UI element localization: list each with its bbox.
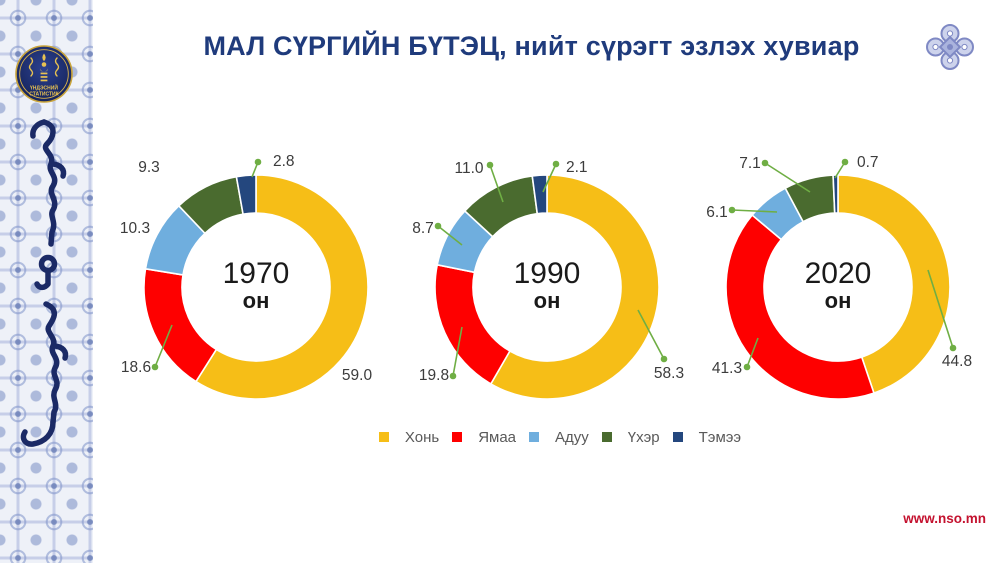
slice-value-label: 41.3 [712,360,742,377]
legend-swatch-icon [452,432,463,442]
donut-center-year: 1970 [223,257,290,290]
leader-dot-icon [743,363,751,371]
leader-dot-icon [449,372,457,380]
leader-dot-icon [434,222,442,230]
donut-slice-camel [531,174,548,215]
donut-slice-sheep [490,174,660,400]
nso-logo: ҮНДЭСНИЙ СТАТИСТИК [15,45,73,103]
legend-swatch-icon [529,432,540,442]
leader-dot-icon [486,161,494,169]
donut-chart-2020: 44.8 41.3 6.1 7.1 0.7 2020 он [688,137,988,437]
legend-label: Тэмээ [698,428,742,446]
slice-value-label: 2.8 [273,153,295,170]
donut-center-suffix: он [243,288,270,313]
logo-text-line1: ҮНДЭСНИЙ [30,84,58,92]
legend-label: Ямаа [478,428,517,446]
donut-center-year: 1990 [514,257,581,290]
donut-center-year: 2020 [805,257,872,290]
leader-dot-icon [552,160,560,168]
legend-label: Адуу [555,428,589,446]
chart-legend: Хонь Ямаа Адуу Үхэр Тэмээ [120,427,1000,447]
sidebar-ornament-pattern: ҮНДЭСНИЙ СТАТИСТИК [0,0,93,563]
slice-value-label: 59.0 [342,367,373,384]
legend-swatch-icon [601,432,612,442]
leader-line [489,164,504,203]
soyombo-emblem-icon [40,53,48,82]
legend-item-sheep: Хонь [378,428,440,446]
corner-knot-ornament-icon [926,24,974,70]
leader-line [927,269,954,349]
legend-item-goat: Ямаа [452,429,516,446]
leader-line [637,309,665,360]
leader-line [542,163,557,193]
leader-line [746,337,759,368]
slice-value-label: 19.8 [419,367,449,384]
leader-dot-icon [761,159,769,167]
leader-dot-icon [841,158,849,166]
legend-item-horse: Адуу [529,429,589,446]
leader-dot-icon [660,355,668,363]
donut-center-suffix: он [534,288,561,313]
slice-value-label: 18.6 [121,359,151,376]
leader-line [154,324,173,368]
leader-line [731,209,778,213]
leader-line [437,225,463,246]
slice-value-label: 58.3 [654,365,684,382]
donut-chart-1990: 58.3 19.8 8.7 11.0 2.1 1990 он [397,137,697,437]
leader-dot-icon [728,206,736,214]
slice-value-label: 9.3 [138,159,160,176]
donut-slice-sheep [195,174,369,400]
legend-swatch-icon [378,432,389,442]
donut-chart-1970: 59.0 18.6 10.3 9.3 2.8 1970 он [106,137,406,437]
donut-slice-sheep [837,174,951,394]
legend-item-camel: Тэмээ [672,428,742,446]
legend-label: Үхэр [627,428,660,446]
donut-slice-camel [832,174,839,214]
slice-value-label: 44.8 [942,353,972,370]
slice-value-label: 6.1 [706,204,728,221]
donut-slice-camel [235,174,257,215]
leader-dot-icon [949,344,957,352]
leader-line [452,326,463,377]
leader-dot-icon [254,158,262,166]
slice-value-label: 2.1 [566,159,588,176]
slice-value-label: 10.3 [120,220,150,237]
legend-item-cattle: Үхэр [601,428,660,446]
slice-value-label: 0.7 [857,154,879,171]
logo-side-script-icon [28,57,60,77]
website-link[interactable]: www.nso.mn [903,511,986,526]
logo-text-line2: СТАТИСТИК [29,92,59,98]
slice-value-label: 11.0 [454,160,483,177]
donut-slice-goat [725,214,875,400]
page-title: МАЛ СҮРГИЙН БҮТЭЦ, нийт сүрэгт эзлэх хув… [203,31,860,61]
legend-swatch-icon [672,432,683,442]
leader-line [764,162,811,193]
donut-center-suffix: он [825,288,852,313]
slice-value-label: 8.7 [412,220,434,237]
leader-dot-icon [151,363,159,371]
slice-value-label: 7.1 [739,155,761,172]
mongolian-script-icon [20,119,69,447]
legend-label: Хонь [404,428,440,446]
